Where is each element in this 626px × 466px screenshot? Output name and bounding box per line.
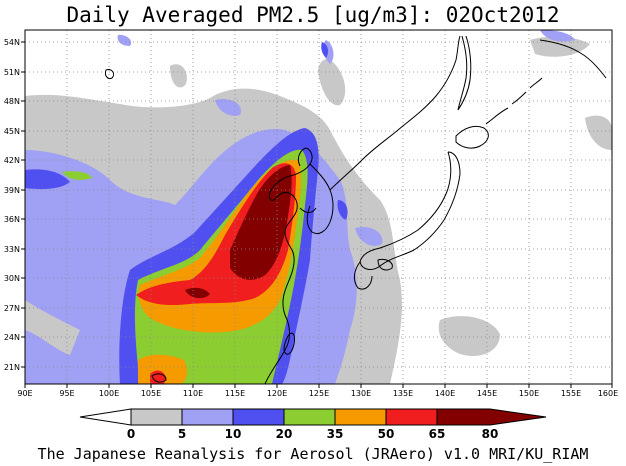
lon-tick-label: 135E [393,389,413,398]
lon-tick-label: 95E [59,389,74,398]
level-5-10-region [438,316,500,356]
colorbar-label: 10 [225,427,242,441]
colorbar-swatch [283,408,336,426]
lat-tick-label: 33N [4,245,20,254]
lon-tick-label: 110E [183,389,203,398]
gridlines [25,30,612,384]
hokkaido-coastline [455,125,489,149]
colorbar-swatch [385,408,438,426]
lat-tick-label: 51N [4,68,20,77]
lat-tick-label: 30N [4,274,20,283]
level-80-plus-region [185,287,210,299]
russia-coastline [329,35,461,191]
colorbar-label: 35 [327,427,344,441]
level-10-20-region [540,30,575,42]
kyushu-coastline [353,261,373,290]
colorbar-label: 65 [429,427,446,441]
lat-tick-label: 39N [4,186,20,195]
sea-of-okhotsk-coast [539,39,607,79]
lon-tick-label: 90E [17,389,32,398]
tick-marks [21,41,613,388]
lon-tick-label: 100E [99,389,119,398]
map-title: Daily Averaged PM2.5 [ug/m3]: 02Oct2012 [66,3,560,27]
level-10-20-region [355,226,383,247]
level-20-35-region [321,42,329,58]
level-5-10-region [530,36,590,57]
lon-tick-label: 115E [225,389,245,398]
lat-tick-label: 27N [4,304,20,313]
lon-tick-label: 125E [309,389,329,398]
colorbar-swatch [436,408,547,426]
colorbar [79,408,547,426]
lat-tick-label: 24N [4,333,20,342]
korea-coastline [306,163,334,235]
colorbar-label: 50 [378,427,395,441]
lon-tick-label: 145E [477,389,497,398]
lat-tick-label: 48N [4,97,20,106]
level-65-80-region [150,370,166,384]
honshu-coastline [359,151,461,270]
colorbar-swatch [334,408,387,426]
lon-tick-label: 160E [598,389,618,398]
level-20-35-region [337,200,348,220]
lat-tick-label: 42N [4,156,20,165]
coastlines [105,35,607,384]
lat-tick-label: 45N [4,127,20,136]
footer-credit: The Japanese Reanalysis for Aerosol (JRA… [37,445,589,463]
lon-tick-label: 140E [435,389,455,398]
kuril-islands [485,77,543,125]
level-10-20-region [117,34,132,46]
colorbar-swatch [232,408,285,426]
level-5-10-region [170,64,187,88]
lon-tick-label: 120E [267,389,287,398]
colorbar-swatch [79,408,132,426]
lat-tick-label: 21N [4,363,20,372]
taiwan-coastline [283,332,295,355]
colorbar-label: 0 [127,427,135,441]
colorbar-label: 5 [178,427,186,441]
lon-tick-label: 155E [561,389,581,398]
colorbar-label: 80 [482,427,499,441]
hainan-coastline [151,373,167,383]
lon-tick-label: 150E [519,389,539,398]
colorbar-swatch [181,408,234,426]
lon-tick-label: 105E [141,389,161,398]
colorbar-label: 20 [276,427,293,441]
colorbar-swatch [130,408,183,426]
level-20-35-region [25,169,70,190]
level-35-50-region [62,171,92,180]
level-5-10-region [318,59,346,106]
level-80-plus-region [230,165,292,280]
shikoku-coastline [377,259,393,271]
sakhalin-coastline [457,35,472,111]
level-10-20-region [215,98,241,116]
mongolia-border-hint [105,69,115,79]
bay-coast [299,207,317,213]
level-5-10-region [585,115,612,150]
concentration-field [25,30,612,384]
lat-tick-label: 36N [4,215,20,224]
lon-tick-label: 130E [351,389,371,398]
lat-tick-label: 54N [4,38,20,47]
